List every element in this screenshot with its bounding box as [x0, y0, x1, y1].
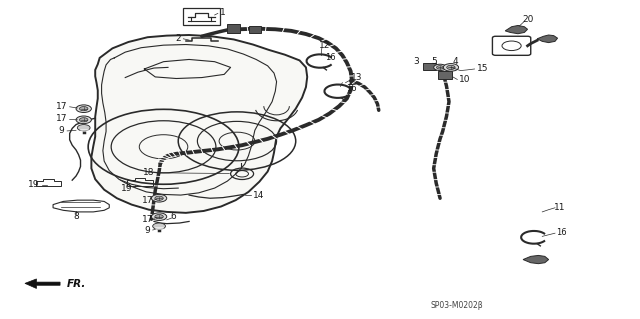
Polygon shape	[92, 35, 307, 213]
FancyBboxPatch shape	[249, 26, 260, 33]
Circle shape	[447, 65, 455, 70]
FancyBboxPatch shape	[438, 71, 452, 79]
Text: 6: 6	[170, 212, 176, 221]
Polygon shape	[523, 256, 548, 264]
Circle shape	[444, 63, 459, 71]
Text: 5: 5	[431, 57, 436, 66]
Text: 17: 17	[56, 114, 67, 123]
Text: 18: 18	[143, 168, 154, 177]
Text: 16: 16	[346, 85, 356, 93]
Circle shape	[76, 105, 92, 113]
Text: 4: 4	[452, 57, 458, 66]
Text: 13: 13	[351, 73, 363, 82]
FancyBboxPatch shape	[227, 24, 239, 33]
Text: 17: 17	[142, 215, 154, 224]
Text: 17: 17	[142, 196, 154, 205]
Circle shape	[436, 66, 444, 69]
Text: 3: 3	[413, 57, 419, 66]
Circle shape	[152, 195, 167, 202]
FancyBboxPatch shape	[423, 63, 436, 70]
Text: 11: 11	[554, 203, 565, 211]
Text: 14: 14	[253, 190, 264, 200]
Text: 8: 8	[73, 211, 79, 220]
Circle shape	[155, 196, 163, 200]
Circle shape	[155, 215, 163, 219]
Text: 9: 9	[58, 126, 64, 135]
Text: 16: 16	[325, 53, 335, 62]
Text: 9: 9	[145, 226, 150, 234]
Text: 10: 10	[460, 75, 470, 84]
Text: 2: 2	[175, 34, 181, 43]
Text: 15: 15	[476, 63, 488, 72]
Circle shape	[79, 118, 88, 122]
Circle shape	[152, 213, 167, 220]
Text: 19: 19	[122, 184, 133, 193]
Text: 1: 1	[220, 8, 226, 17]
Text: 12: 12	[319, 41, 331, 50]
Text: 19: 19	[28, 181, 40, 189]
Polygon shape	[25, 279, 60, 288]
Circle shape	[434, 64, 447, 70]
Circle shape	[79, 107, 88, 111]
Text: 20: 20	[522, 15, 533, 24]
Circle shape	[76, 116, 92, 123]
Polygon shape	[505, 26, 527, 34]
Circle shape	[77, 124, 90, 131]
Text: 16: 16	[556, 228, 567, 237]
Text: SP03-M0202β: SP03-M0202β	[431, 301, 484, 310]
Text: FR.: FR.	[67, 279, 86, 289]
Circle shape	[153, 223, 166, 229]
Polygon shape	[537, 35, 557, 43]
Text: 17: 17	[56, 102, 67, 111]
